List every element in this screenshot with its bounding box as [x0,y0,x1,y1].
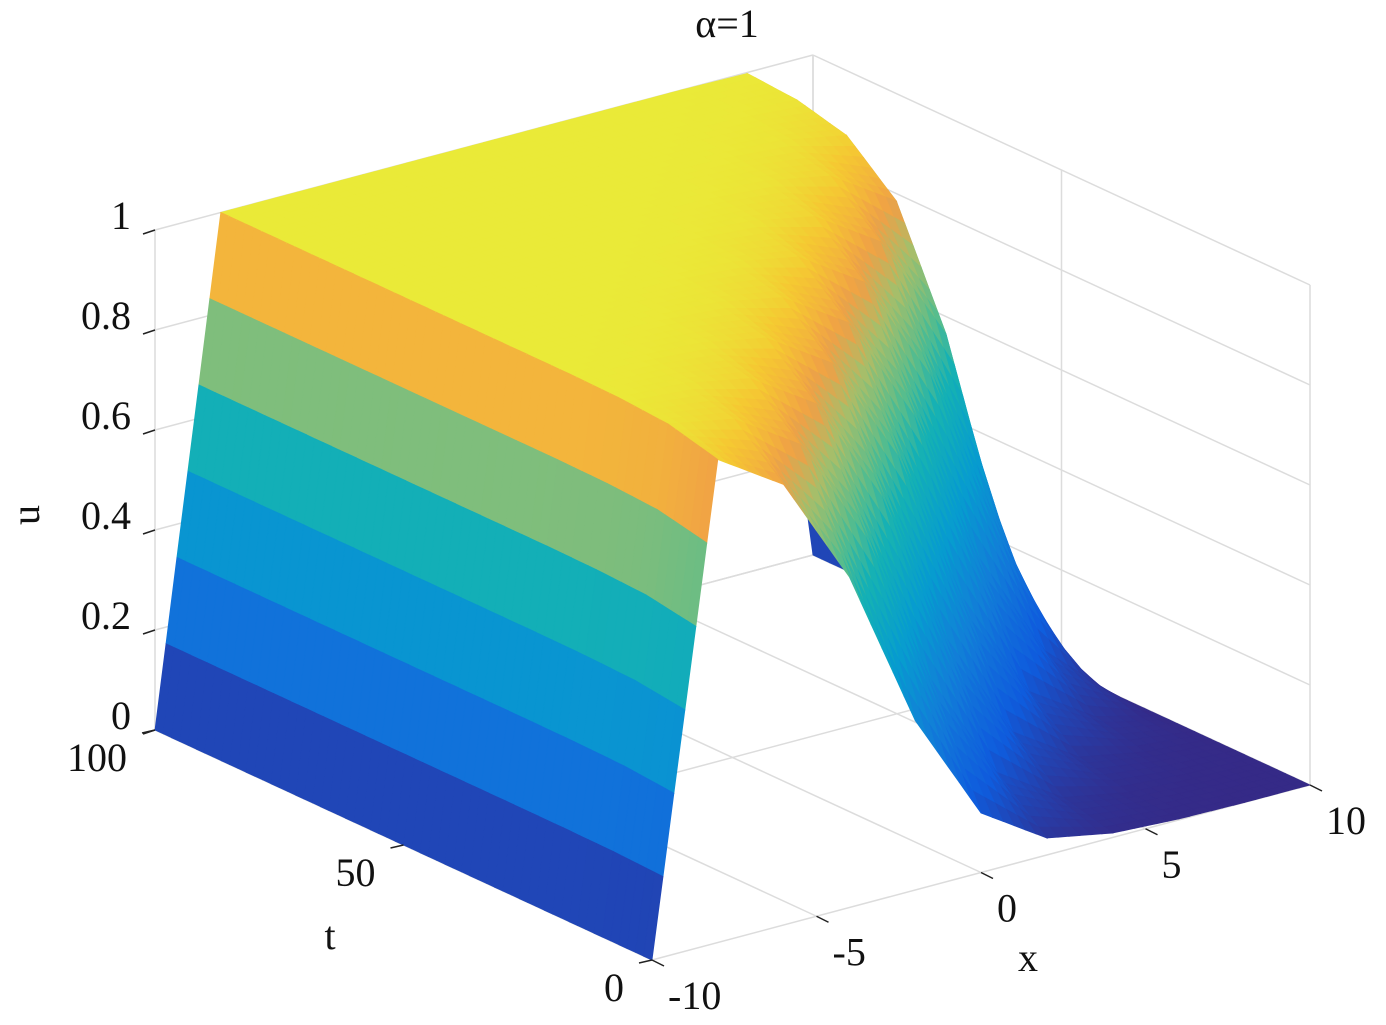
z-tick-label: 0.6 [81,393,131,438]
x-tick-label: -10 [668,973,721,1018]
grid-line [812,54,1311,286]
x-tick-label: -5 [833,929,866,974]
x-tick-label: 10 [1326,798,1366,843]
x-tick-label: 5 [1162,842,1182,887]
tick-mark [142,429,156,435]
y-tick-label: 100 [67,735,127,780]
z-tick-label: 0 [111,693,131,738]
tick-mark [1145,828,1158,836]
tick-mark [142,229,156,235]
tick-mark [142,629,156,635]
z-tick-label: 1 [111,193,131,238]
x-tick-label: 0 [997,886,1017,931]
tick-mark [816,915,829,923]
y-tick-label: 50 [336,850,376,895]
tick-mark [638,959,653,964]
y-tick-label: 0 [604,965,624,1010]
tick-mark [980,871,994,880]
tick-mark [142,529,156,535]
tick-mark [1309,784,1323,792]
z-tick-label: 0.4 [81,493,131,538]
z-tick-label: 0.8 [81,293,131,338]
z-tick-label: 0.2 [81,593,131,638]
tick-mark [142,329,156,335]
tick-mark [390,844,404,849]
t-axis-label: t [324,913,335,958]
chart-title: α=1 [695,1,759,46]
x-axis-label: x [1018,935,1038,980]
u-axis-label: u [3,505,48,525]
tick-mark [651,959,665,967]
grid-line [812,154,1311,386]
